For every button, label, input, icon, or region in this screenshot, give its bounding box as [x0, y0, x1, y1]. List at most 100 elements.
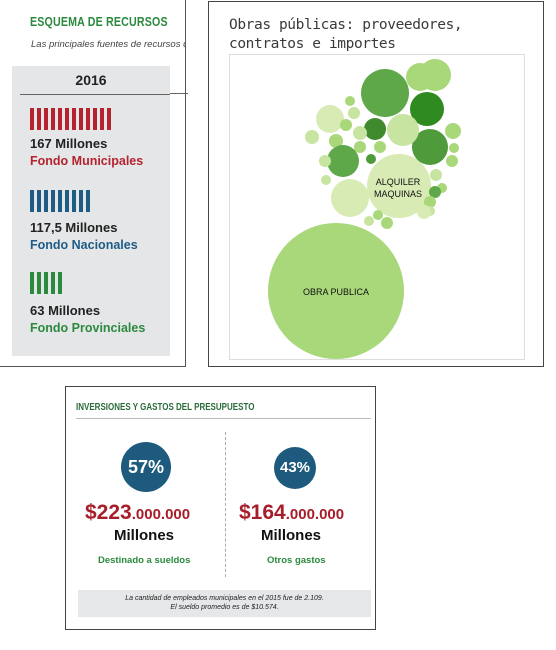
- bubble[interactable]: [340, 119, 352, 131]
- bubble[interactable]: [430, 169, 442, 181]
- bubble[interactable]: [445, 123, 461, 139]
- amount-right-main: $164: [239, 501, 286, 524]
- resources-title: ESQUEMA DE RECURSOS: [30, 14, 168, 29]
- bar-mark: [44, 272, 48, 294]
- bubble[interactable]: [354, 141, 366, 153]
- bar-mark: [65, 108, 69, 130]
- bubble-label-alquiler: ALQUILER: [376, 177, 421, 187]
- bubble-chart-area: OBRA PUBLICA ALQUILER MAQUINAS: [229, 54, 525, 360]
- budget-footnote: La cantidad de empleados municipales en …: [78, 590, 371, 617]
- budget-title: INVERSIONES Y GASTOS DEL PRESUPUESTO: [76, 402, 255, 413]
- bubble[interactable]: [449, 143, 459, 153]
- bubble[interactable]: [410, 92, 444, 126]
- bar-mark: [58, 190, 62, 212]
- bubble[interactable]: [331, 179, 369, 217]
- label-right: Otros gastos: [267, 555, 326, 566]
- bar-mark: [79, 108, 83, 130]
- bubble[interactable]: [424, 196, 436, 208]
- bar-mark: [37, 190, 41, 212]
- bubble-label-obra-publica: OBRA PUBLICA: [303, 287, 369, 297]
- amount-right-rest: .000.000: [285, 506, 345, 523]
- bar-mark: [72, 108, 76, 130]
- year-divider: [20, 94, 170, 95]
- bar-mark: [51, 108, 55, 130]
- bar-mark: [58, 108, 62, 130]
- bar-mark: [30, 272, 34, 294]
- national-amount: 117,5 Millones: [30, 220, 118, 235]
- bubble-group: [268, 59, 461, 359]
- footnote-line-1: La cantidad de empleados municipales en …: [125, 595, 324, 602]
- amount-left-rest: .000.000: [131, 506, 191, 523]
- municipal-bars-icon: [30, 108, 111, 130]
- bubble[interactable]: [321, 175, 331, 185]
- bubble[interactable]: [381, 217, 393, 229]
- bubble-obra-publica[interactable]: [268, 223, 404, 359]
- bubble[interactable]: [417, 205, 431, 219]
- bubble[interactable]: [345, 96, 355, 106]
- municipal-fund-label: Fondo Municipales: [30, 154, 144, 168]
- bubble[interactable]: [348, 107, 360, 119]
- budget-title-underline: [76, 418, 371, 419]
- bubble[interactable]: [364, 216, 374, 226]
- bar-mark: [44, 190, 48, 212]
- resources-box: 2016 167 Millones Fondo Municipales 117,…: [12, 66, 170, 356]
- bubble[interactable]: [387, 114, 419, 146]
- bar-mark: [86, 190, 90, 212]
- unit-left: Millones: [114, 527, 175, 544]
- bar-mark: [65, 190, 69, 212]
- column-divider: [225, 432, 226, 577]
- bubble[interactable]: [329, 134, 343, 148]
- amount-left-main: $223: [85, 501, 132, 524]
- bubble[interactable]: [361, 69, 409, 117]
- bubble-label-maquinas: MAQUINAS: [374, 189, 422, 199]
- bar-mark: [37, 108, 41, 130]
- bar-mark: [100, 108, 104, 130]
- bar-mark: [37, 272, 41, 294]
- year-divider-extension: [170, 93, 188, 94]
- bar-mark: [30, 108, 34, 130]
- bar-mark: [79, 190, 83, 212]
- bubble[interactable]: [419, 59, 451, 91]
- bar-mark: [51, 272, 55, 294]
- bar-mark: [86, 108, 90, 130]
- national-fund-label: Fondo Nacionales: [30, 238, 138, 252]
- bubble[interactable]: [327, 145, 359, 177]
- bar-mark: [30, 190, 34, 212]
- budget-panel: INVERSIONES Y GASTOS DEL PRESUPUESTO 57%…: [65, 386, 376, 630]
- bar-mark: [93, 108, 97, 130]
- bubble[interactable]: [316, 105, 344, 133]
- bubble[interactable]: [353, 126, 367, 140]
- year-label: 2016: [75, 72, 107, 88]
- bubble-chart-panel: Obras públicas: proveedores, contratos e…: [208, 1, 544, 367]
- amount-left: $223.000.000: [85, 501, 190, 525]
- bar-mark: [107, 108, 111, 130]
- percent-circle-left: 57%: [121, 442, 171, 492]
- bubble[interactable]: [446, 155, 458, 167]
- provincial-amount: 63 Millones: [30, 303, 101, 318]
- bubble[interactable]: [364, 118, 386, 140]
- bubble-chart-svg: OBRA PUBLICA ALQUILER MAQUINAS: [268, 59, 461, 359]
- bubble[interactable]: [305, 130, 319, 144]
- bar-mark: [72, 190, 76, 212]
- bubble-chart-title: Obras públicas: proveedores, contratos e…: [229, 17, 463, 52]
- bubble[interactable]: [374, 141, 386, 153]
- bubble[interactable]: [429, 186, 441, 198]
- amount-right: $164.000.000: [239, 501, 344, 525]
- provincial-fund-label: Fondo Provinciales: [30, 321, 146, 335]
- provincial-bars-icon: [30, 272, 62, 294]
- national-bars-icon: [30, 190, 90, 212]
- bubble[interactable]: [373, 210, 383, 220]
- bar-mark: [58, 272, 62, 294]
- label-left: Destinado a sueldos: [98, 555, 191, 566]
- resources-subtitle: Las principales fuentes de recursos de: [31, 39, 186, 50]
- bubble[interactable]: [366, 154, 376, 164]
- bar-mark: [51, 190, 55, 212]
- percent-circle-right: 43%: [274, 447, 316, 489]
- bubble[interactable]: [319, 155, 331, 167]
- bubble[interactable]: [412, 129, 448, 165]
- resources-panel: ESQUEMA DE RECURSOS Las principales fuen…: [0, 0, 186, 367]
- unit-right: Millones: [261, 527, 322, 544]
- bar-mark: [44, 108, 48, 130]
- municipal-amount: 167 Millones: [30, 136, 108, 151]
- bubble-alquiler-maquinas[interactable]: [367, 154, 431, 218]
